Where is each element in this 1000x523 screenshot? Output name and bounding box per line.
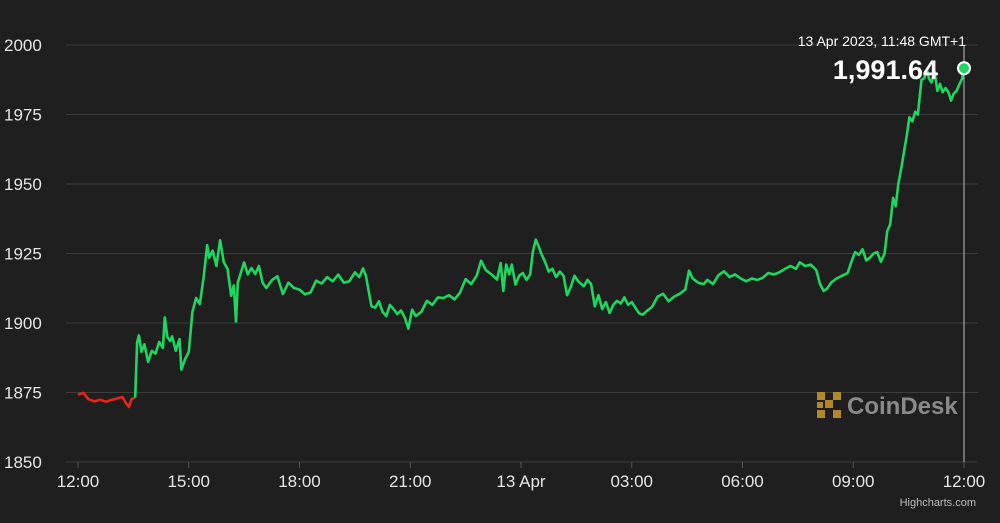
hover-date-label: 13 Apr 2023, 11:48 GMT+1 (798, 33, 966, 49)
hover-point-marker[interactable] (957, 61, 971, 76)
x-axis: 12:00 15:00 18:00 21:00 13 Apr 03:00 06:00 09:0… (57, 462, 986, 491)
x-tick-label: 18:00 (278, 472, 321, 491)
y-tick-label: 1925 (4, 245, 42, 264)
x-tick-label: 15:00 (167, 472, 210, 491)
y-tick-label: 1950 (4, 175, 42, 194)
series-line-down (77, 391, 136, 409)
y-tick-label: 1875 (4, 384, 42, 403)
price-series (77, 67, 966, 409)
coindesk-logo-icon (817, 392, 841, 418)
y-axis: 2000 1975 1950 1925 1900 1875 1850 (4, 36, 42, 472)
x-tick-label: 09:00 (832, 472, 875, 491)
credits-link[interactable]: Highcharts.com (900, 497, 976, 509)
coindesk-watermark: CoinDesk (817, 392, 958, 420)
watermark-text: CoinDesk (847, 393, 958, 420)
x-tick-label: 03:00 (610, 472, 653, 491)
y-tick-label: 1975 (4, 106, 42, 125)
y-tick-label: 1900 (4, 314, 42, 333)
grid-lines (66, 44, 978, 463)
y-tick-label: 1850 (4, 453, 42, 472)
x-tick-label: 06:00 (721, 472, 764, 491)
y-tick-label: 2000 (4, 36, 42, 55)
hover-value-label: 1,991.64 (833, 55, 938, 85)
x-tick-label: 13 Apr (496, 472, 545, 491)
x-tick-label: 12:00 (57, 472, 100, 491)
x-tick-label: 12:00 (943, 472, 986, 491)
x-tick-label: 21:00 (389, 472, 432, 491)
series-line-up (133, 67, 966, 398)
